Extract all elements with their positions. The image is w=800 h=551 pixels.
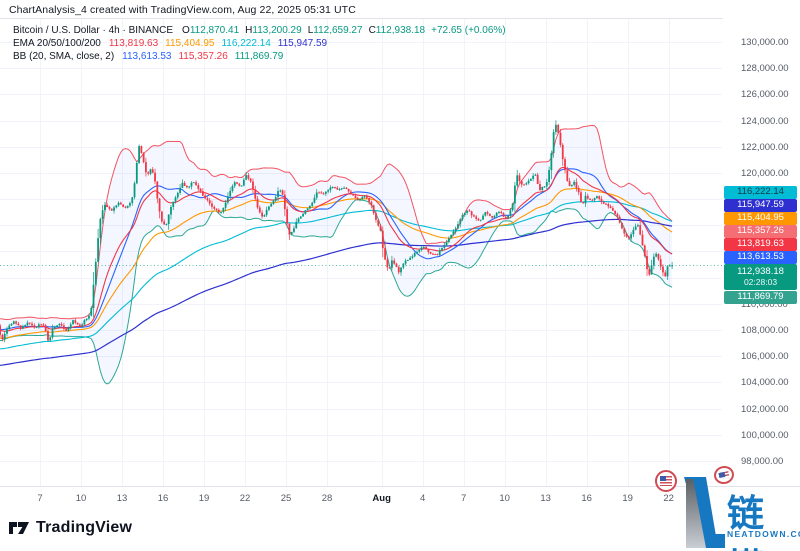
bb-basis-value: 113,613.53 — [122, 51, 172, 63]
date-tick-label: 13 — [116, 493, 128, 504]
price-tick-label: 98,000.00 — [741, 455, 784, 467]
price-tick-label: 122,000.00 — [741, 141, 789, 153]
tradingview-logo-icon — [9, 522, 29, 534]
date-tick-label: 13 — [540, 493, 551, 504]
date-tick-label: 22 — [239, 493, 251, 504]
date-tick-label: 10 — [75, 493, 87, 504]
price-tick-label: 104,000.00 — [741, 377, 789, 389]
page-title: ChartAnalysis_4 created with TradingView… — [9, 4, 356, 16]
ema-indicator-title[interactable]: EMA 20/50/100/200 — [13, 38, 101, 50]
date-tick-label: 16 — [581, 493, 592, 504]
date-tick-label: 4 — [420, 493, 426, 504]
ema50-value: 115,404.95 — [165, 38, 215, 50]
ohlc-close: C112,938.18 — [368, 25, 426, 37]
date-axis[interactable]: 7 10 13 16 19 22 25 28 Aug 4 7 10 13 16 19 22 — [0, 487, 723, 509]
price-tick-label: 110,000.00 — [741, 298, 788, 310]
price-change: +72.65 (+0.06%) — [431, 25, 506, 37]
symbol-legend-row[interactable]: Bitcoin / U.S. Dollar · 4h · BINANCE O11… — [13, 25, 506, 37]
price-axis[interactable]: 130,000.00 128,000.00 126,000.00 124,000.00… — [723, 18, 800, 486]
indicator-price-label: 115,404.95 — [724, 212, 797, 225]
legend: Bitcoin / U.S. Dollar · 4h · BINANCE O11… — [13, 25, 506, 64]
bar-countdown: 02:28:03 — [743, 277, 778, 287]
price-tick-label: 100,000.00 — [741, 429, 789, 441]
date-tick-label: 7 — [37, 493, 43, 504]
date-tick-label: 25 — [280, 493, 292, 504]
watermark-logo-icon — [684, 477, 725, 548]
symbol-title[interactable]: Bitcoin / U.S. Dollar · 4h · BINANCE — [13, 25, 174, 37]
indicator-price-label: 113,613.53 — [724, 251, 797, 264]
current-price-label: 112,938.18 02:28:03 — [724, 264, 797, 290]
price-tick-label: 102,000.00 — [741, 403, 789, 415]
indicator-price-label: 111,869.79 — [724, 290, 797, 304]
bb-indicator-title[interactable]: BB (20, SMA, close, 2) — [13, 51, 115, 63]
price-tick-label: 130,000.00 — [741, 37, 789, 48]
price-tick-label: 106,000.00 — [741, 351, 789, 363]
date-tick-label: 19 — [622, 493, 633, 504]
ema100-value: 116,222.14 — [221, 38, 271, 50]
ema200-value: 115,947.59 — [277, 38, 328, 50]
date-tick-label: 16 — [157, 493, 169, 504]
title-separator — [0, 18, 800, 19]
indicator-price-label: 116,222.14 — [724, 186, 797, 199]
date-tick-label: 19 — [198, 493, 210, 504]
ohlc-low: L112,659.27 — [307, 25, 363, 37]
indicator-price-label: 115,947.59 — [724, 199, 797, 212]
ohlc-high: H113,200.29 — [245, 25, 302, 37]
price-tick-label: 124,000.00 — [741, 115, 789, 127]
indicator-price-label: 113,819.63 — [724, 238, 797, 251]
flag-stamp-icon — [655, 470, 677, 492]
bb-lower-value: 111,869.79 — [234, 51, 284, 63]
tradingview-attribution[interactable]: TradingView — [8, 519, 132, 537]
price-tick-label: 126,000.00 — [741, 89, 789, 101]
watermark-domain: NEATDOWN.COM — [727, 529, 800, 539]
date-tick-label: 7 — [461, 493, 467, 504]
price-tick-label: 120,000.00 — [741, 167, 789, 179]
ohlc-open: O112,870.41 — [182, 25, 240, 37]
date-tick-label: 28 — [321, 493, 333, 504]
watermark-brand-cn: 链懂 — [727, 492, 765, 551]
date-tick-label: 22 — [663, 493, 674, 504]
ema-legend-row[interactable]: EMA 20/50/100/200 113,819.63 115,404.95 … — [13, 38, 506, 50]
date-axis-separator — [0, 486, 800, 487]
price-tick-label: 108,000.00 — [741, 324, 789, 336]
price-tick-label: 128,000.00 — [741, 63, 789, 75]
date-tick-label: 10 — [499, 493, 510, 504]
bb-legend-row[interactable]: BB (20, SMA, close, 2) 113,613.53 115,35… — [13, 51, 506, 63]
indicator-price-label: 115,357.26 — [724, 225, 797, 238]
date-tick-label: Aug — [372, 493, 391, 504]
tradingview-brand-text: TradingView — [36, 519, 133, 536]
bb-upper-value: 115,357.26 — [178, 51, 228, 63]
ema20-value: 113,819.63 — [108, 38, 159, 50]
